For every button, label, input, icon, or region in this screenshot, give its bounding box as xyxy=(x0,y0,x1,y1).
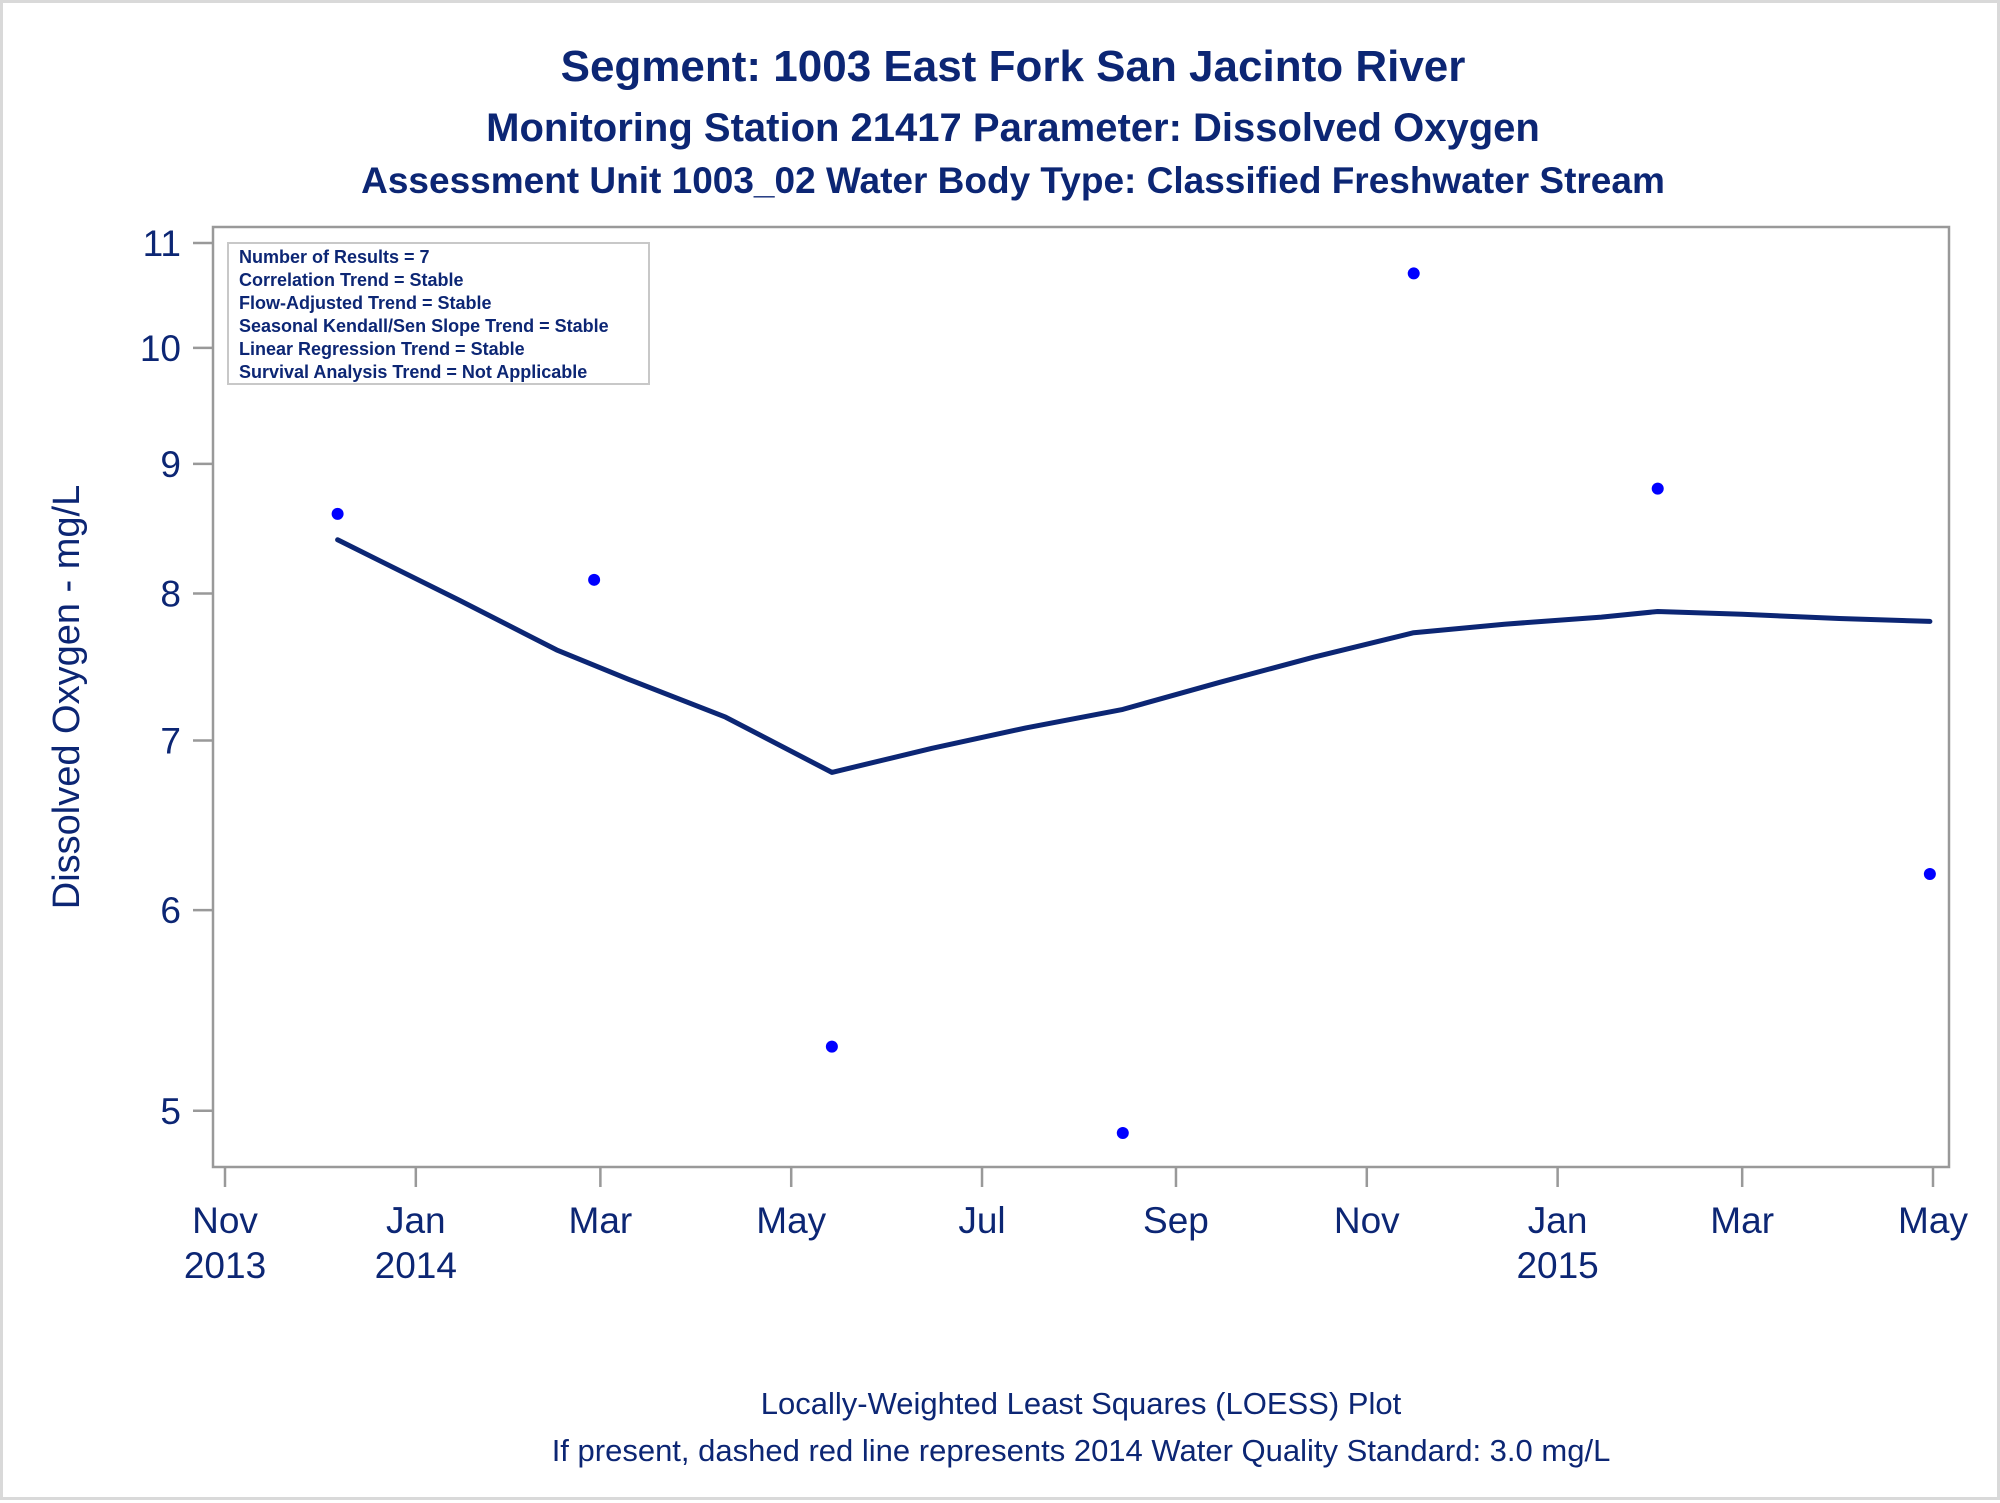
data-point xyxy=(588,573,601,586)
y-tick-label: 9 xyxy=(160,444,181,485)
loess-chart: Segment: 1003 East Fork San Jacinto Rive… xyxy=(46,42,1968,1468)
chart-title: Segment: 1003 East Fork San Jacinto Rive… xyxy=(561,42,1466,91)
y-axis-label: Dissolved Oxygen - mg/L xyxy=(46,485,88,910)
chart-subtitle-2: Assessment Unit 1003_02 Water Body Type:… xyxy=(361,160,1665,201)
y-axis: 5 6 7 8 9 10 11 xyxy=(140,223,213,1132)
stat-correlation-trend: Correlation Trend = Stable xyxy=(239,270,464,290)
data-point xyxy=(1923,868,1936,881)
stat-survival-analysis-trend: Survival Analysis Trend = Not Applicable xyxy=(239,362,587,382)
y-tick-label: 7 xyxy=(160,720,181,761)
data-point xyxy=(331,507,344,520)
stat-seasonal-kendall-trend: Seasonal Kendall/Sen Slope Trend = Stabl… xyxy=(239,316,609,336)
x-tick-label: Jan xyxy=(1528,1200,1588,1241)
chart-series xyxy=(331,267,1936,1139)
y-tick-label: 8 xyxy=(160,573,181,614)
y-tick-label: 11 xyxy=(143,223,181,264)
trend-stats-box: Number of Results = 7 Correlation Trend … xyxy=(227,242,650,385)
y-tick-label: 10 xyxy=(140,328,181,369)
stat-flow-adjusted-trend: Flow-Adjusted Trend = Stable xyxy=(239,293,492,313)
x-tick-year-label: 2013 xyxy=(184,1245,266,1286)
data-point xyxy=(1407,267,1420,280)
x-tick-year-label: 2014 xyxy=(375,1245,457,1286)
x-tick-label: Mar xyxy=(1710,1200,1774,1241)
plot-area xyxy=(211,225,1951,1169)
y-tick-label: 6 xyxy=(160,890,181,931)
x-tick-label: Jul xyxy=(958,1200,1005,1241)
x-tick-label: May xyxy=(1898,1200,1968,1241)
stat-number-of-results: Number of Results = 7 xyxy=(239,247,430,267)
stat-linear-regression-trend: Linear Regression Trend = Stable xyxy=(239,339,525,359)
loess-line xyxy=(335,537,1933,775)
x-tick-year-label: 2015 xyxy=(1516,1245,1598,1286)
data-point xyxy=(825,1040,838,1053)
data-point xyxy=(1651,482,1664,495)
x-tick-label: Nov xyxy=(192,1200,258,1241)
x-tick-label: Mar xyxy=(569,1200,633,1241)
footnote-loess: Locally-Weighted Least Squares (LOESS) P… xyxy=(761,1386,1402,1421)
y-tick-label: 5 xyxy=(160,1091,181,1132)
chart-footnotes: Locally-Weighted Least Squares (LOESS) P… xyxy=(552,1386,1611,1468)
data-point xyxy=(1116,1127,1129,1139)
x-tick-label: Nov xyxy=(1334,1200,1400,1241)
footnote-water-quality-standard: If present, dashed red line represents 2… xyxy=(552,1433,1611,1468)
chart-subtitle: Monitoring Station 21417 Parameter: Diss… xyxy=(486,106,1540,150)
x-tick-label: May xyxy=(756,1200,826,1241)
x-tick-label: Jan xyxy=(386,1200,446,1241)
chart-titles: Segment: 1003 East Fork San Jacinto Rive… xyxy=(361,42,1665,201)
x-tick-label: Sep xyxy=(1143,1200,1209,1241)
